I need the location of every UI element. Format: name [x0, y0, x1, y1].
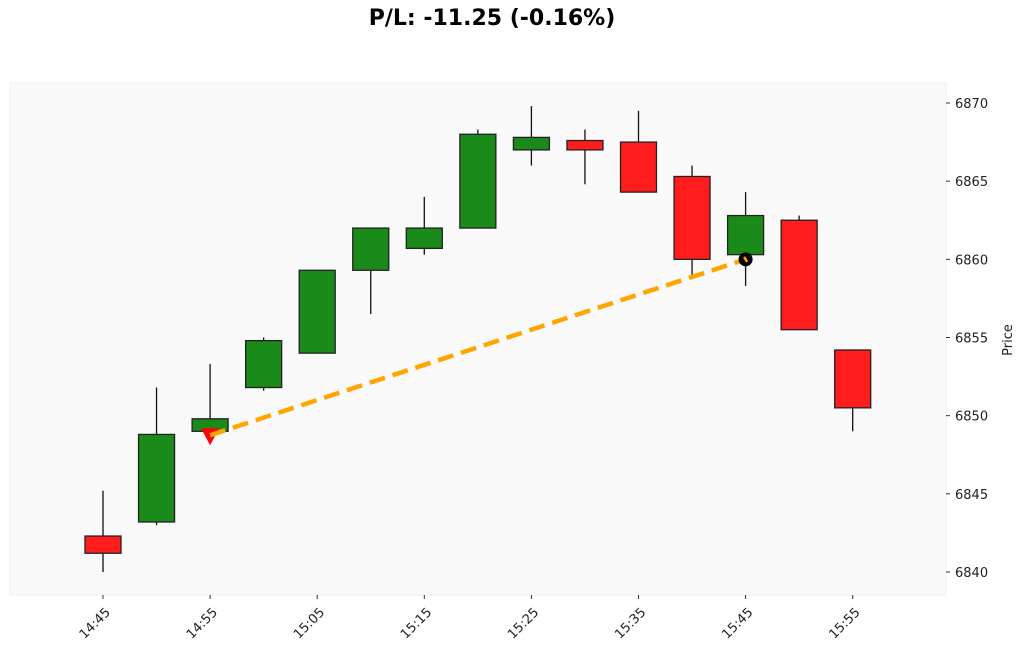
candle-1450 — [137, 387, 176, 526]
x-tick-label: 14:45 — [77, 605, 114, 642]
candle-1520 — [459, 129, 497, 229]
x-tick-label: 15:55 — [826, 605, 863, 642]
y-tick-label: 6865 — [955, 175, 988, 190]
candle-1535 — [619, 110, 658, 193]
candle-1530 — [566, 129, 604, 185]
candle-1445 — [84, 490, 122, 572]
y-tick-label: 6855 — [955, 332, 988, 347]
candle-1505 — [298, 269, 336, 354]
candle-1550 — [780, 215, 818, 331]
y-tick-label: 6870 — [955, 97, 988, 112]
candle-1555 — [834, 349, 872, 432]
candle-1455 — [191, 364, 229, 432]
x-tick-label: 15:45 — [719, 605, 756, 642]
x-tick-label: 15:35 — [612, 605, 649, 642]
y-tick-label: 6845 — [955, 488, 988, 503]
chart-title: P/L: -11.25 (-0.16%) — [368, 6, 616, 31]
candle-1500 — [244, 337, 283, 391]
candle-1510 — [352, 227, 390, 315]
x-tick-label: 15:25 — [505, 605, 542, 642]
trade-line — [209, 257, 747, 438]
x-tick-label: 14:55 — [184, 605, 221, 642]
candle-1515 — [405, 196, 443, 255]
y-tick-label: 6860 — [955, 253, 988, 268]
candle-1545 — [726, 192, 765, 286]
y-tick-label: 6850 — [955, 410, 988, 425]
y-axis-label: Price — [1001, 324, 1016, 356]
x-tick-label: 15:05 — [291, 605, 328, 642]
y-tick-label: 6840 — [955, 566, 988, 581]
candle-1540 — [673, 165, 711, 275]
x-tick-label: 15:15 — [398, 605, 435, 642]
candle-1525 — [512, 106, 551, 166]
